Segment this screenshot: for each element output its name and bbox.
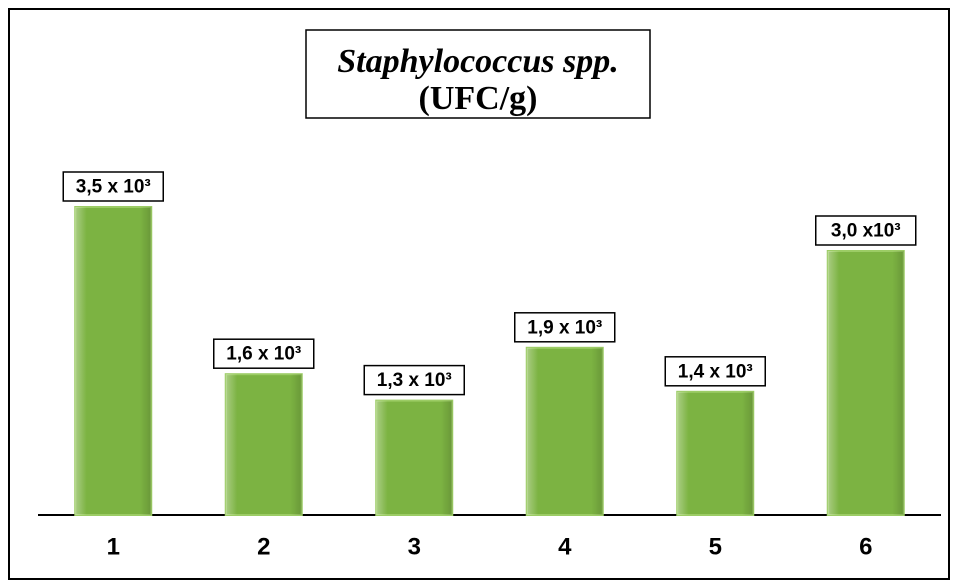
chart-title: Staphylococcus spp. (337, 43, 618, 80)
bar-shine (677, 391, 754, 515)
label-box (514, 312, 616, 343)
bar-shine (225, 374, 302, 515)
value-label: 3,0 x10³ (831, 221, 901, 242)
frame (8, 8, 950, 580)
x-tick-label: 5 (709, 533, 722, 560)
label-box (815, 215, 917, 246)
label-box (62, 171, 164, 202)
value-label: 1,6 x 10³ (226, 344, 301, 365)
value-label: 3,5 x 10³ (76, 177, 151, 198)
value-label: 1,9 x 10³ (527, 317, 602, 338)
label-box (664, 356, 766, 387)
bar-shine (376, 400, 453, 515)
bar-shine (75, 207, 152, 515)
x-tick-label: 2 (257, 533, 270, 560)
x-tick-label: 1 (107, 533, 120, 560)
value-label: 1,4 x 10³ (678, 361, 753, 382)
x-tick-label: 3 (408, 533, 421, 560)
x-tick-label: 6 (859, 533, 872, 560)
label-box (213, 338, 315, 369)
x-tick-label: 4 (558, 533, 572, 560)
value-label: 1,3 x 10³ (377, 370, 452, 391)
title-box (305, 29, 651, 119)
label-box (363, 364, 465, 396)
bar-shine (827, 251, 904, 515)
chart-subtitle: (UFC/g) (419, 80, 538, 117)
bar-shine (526, 347, 603, 515)
